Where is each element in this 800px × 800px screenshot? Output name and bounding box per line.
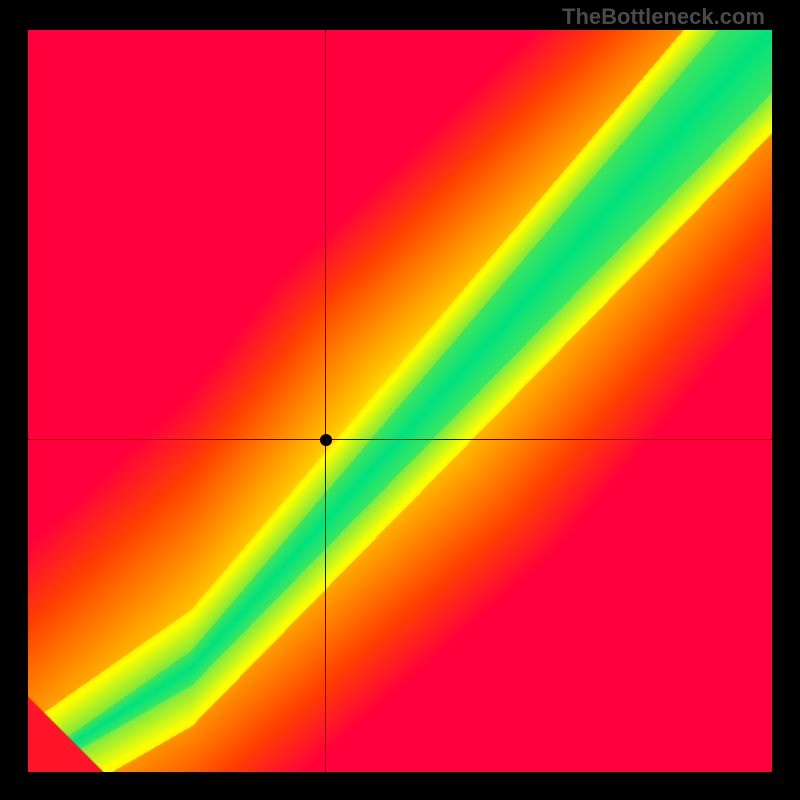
crosshair-horizontal — [28, 439, 772, 440]
watermark-text: TheBottleneck.com — [562, 4, 765, 30]
crosshair-vertical — [325, 30, 326, 772]
selection-marker — [320, 434, 332, 446]
bottleneck-heatmap — [28, 30, 772, 772]
